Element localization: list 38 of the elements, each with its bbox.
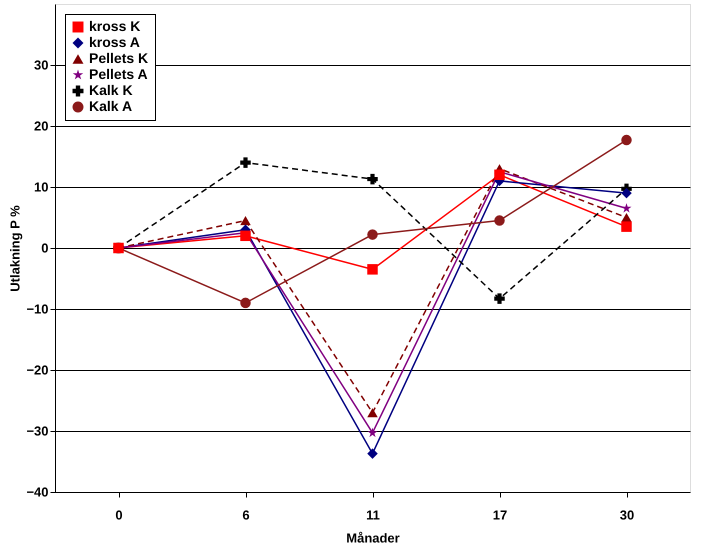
point — [622, 203, 632, 213]
y-tick-label: 30 — [34, 58, 48, 72]
point — [367, 408, 378, 418]
x-tick-label: 6 — [242, 508, 250, 522]
point — [621, 221, 632, 232]
y-tick-label: −40 — [26, 484, 48, 500]
y-tick-label: −10 — [26, 302, 48, 316]
point — [621, 134, 632, 146]
point — [367, 229, 378, 240]
point — [494, 215, 505, 226]
y-tick-label: −30 — [26, 424, 48, 438]
point — [621, 188, 632, 198]
x-tick-label: 11 — [366, 508, 380, 522]
point — [240, 157, 251, 168]
legend-label: Pellets A — [89, 66, 148, 82]
legend-label: Kalk A — [89, 98, 132, 114]
legend-label: Pellets K — [89, 50, 148, 66]
point — [240, 216, 251, 226]
y-tick-label: 20 — [34, 118, 48, 134]
point — [367, 174, 378, 184]
y-tick-label: 0 — [41, 240, 48, 256]
x-tick-label: 17 — [492, 508, 508, 522]
point — [240, 298, 251, 308]
x-axis-title: Månader — [346, 530, 400, 546]
point — [494, 170, 505, 180]
point — [368, 428, 378, 438]
y-axis-title: Utlakning P % — [7, 204, 22, 292]
y-tick-label: −20 — [26, 362, 48, 378]
y-tick-label: 10 — [34, 180, 48, 194]
point — [240, 230, 251, 242]
legend-label: kross K — [89, 18, 140, 34]
point — [494, 293, 505, 304]
legend-label: kross A — [89, 34, 140, 50]
x-tick-label: 0 — [115, 508, 123, 522]
point — [367, 448, 378, 459]
point — [367, 264, 378, 275]
legend-label: Kalk K — [89, 82, 133, 98]
x-tick-label: 30 — [620, 508, 634, 522]
